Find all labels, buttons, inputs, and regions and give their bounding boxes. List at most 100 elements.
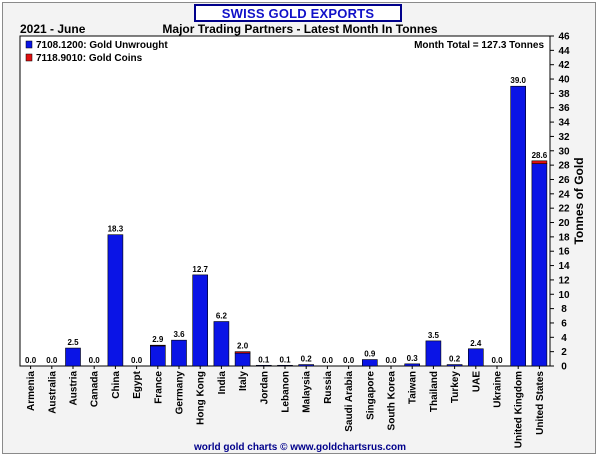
bar-gold-unwrought: [107, 234, 124, 367]
bar-value-label: 0.0: [385, 356, 397, 365]
x-tick-label: Thailand: [429, 371, 440, 412]
chart-title: SWISS GOLD EXPORTS: [194, 4, 402, 22]
bar-value-label: 6.2: [216, 312, 228, 321]
bar-gold-unwrought: [425, 340, 442, 367]
x-tick-label: Saudi Arabia: [344, 371, 355, 432]
y-tick-label: 40: [558, 75, 570, 86]
x-tick-label: Hong Kong: [196, 371, 207, 425]
bar-value-label: 3.5: [428, 331, 440, 340]
bar-gold-coins: [531, 160, 548, 164]
y-tick-label: 46: [558, 32, 570, 43]
legend-swatch: [25, 53, 33, 62]
footer-credit: world gold charts © www.goldchartsrus.co…: [193, 442, 407, 453]
x-tick-label: United States: [535, 371, 546, 435]
x-tick-label: India: [217, 371, 228, 395]
y-axis-title: Tonnes of Gold: [572, 157, 586, 244]
y-tick-label: 14: [558, 261, 570, 272]
bar-gold-unwrought: [255, 364, 272, 367]
bar-gold-unwrought: [234, 352, 251, 367]
bar-gold-unwrought: [277, 364, 293, 367]
bar-value-label: 2.5: [67, 338, 79, 347]
bar-gold-unwrought: [213, 321, 230, 367]
x-tick-label: Turkey: [450, 371, 461, 403]
bar-gold-unwrought: [531, 163, 548, 367]
x-tick-label: Malaysia: [302, 371, 313, 413]
x-tick-label: South Korea: [387, 371, 398, 431]
bar-gold-unwrought: [192, 274, 208, 367]
y-tick-label: 4: [561, 333, 567, 344]
bar-gold-unwrought: [510, 85, 527, 367]
chart-subtitle: Major Trading Partners - Latest Month In…: [162, 22, 438, 36]
y-tick-label: 34: [558, 118, 570, 129]
x-tick-label: Egypt: [132, 370, 143, 398]
y-tick-label: 36: [558, 103, 570, 114]
bar-value-label: 39.0: [510, 76, 526, 85]
y-tick-label: 28: [558, 161, 570, 172]
y-tick-label: 12: [558, 275, 570, 286]
x-tick-label: Australia: [47, 371, 58, 414]
y-tick-label: 16: [558, 247, 570, 258]
y-tick-label: 6: [561, 318, 567, 329]
bar-value-label: 12.7: [192, 265, 208, 274]
y-tick-label: 20: [558, 218, 570, 229]
x-tick-label: France: [153, 371, 164, 404]
y-tick-label: 2: [561, 347, 567, 358]
y-tick-label: 30: [558, 146, 570, 157]
y-tick-label: 32: [558, 132, 570, 143]
x-tick-label: Ukraine: [493, 371, 504, 408]
bar-value-label: 0.9: [364, 350, 376, 359]
bar-value-label: 0.2: [449, 355, 461, 364]
bar-value-label: 0.1: [258, 355, 270, 364]
bar-value-label: 0.0: [131, 356, 143, 365]
bar-value-label: 0.0: [322, 356, 334, 365]
x-tick-label: Jordan: [259, 371, 270, 404]
plot-area: [19, 35, 551, 367]
y-tick-label: 8: [561, 304, 567, 315]
month-total-annotation: Month Total = 127.3 Tonnes: [414, 40, 544, 51]
x-tick-label: United Kingdom: [514, 371, 525, 448]
bar-value-label: 0.0: [25, 356, 37, 365]
y-tick-label: 0: [561, 362, 567, 373]
bar-value-label: 0.0: [89, 356, 101, 365]
bar-gold-unwrought: [446, 364, 463, 367]
bar-gold-unwrought: [298, 364, 315, 367]
y-tick-label: 10: [558, 290, 570, 301]
bar-value-label: 2.9: [152, 335, 164, 344]
y-tick-label: 42: [558, 60, 570, 71]
x-tick-label: Austria: [69, 371, 80, 406]
x-tick-label: Armenia: [26, 371, 37, 411]
bar-value-label: 2.0: [237, 342, 249, 351]
bar-value-label: 3.6: [173, 330, 185, 339]
bar-gold-unwrought: [467, 348, 484, 367]
x-tick-label: Canada: [90, 371, 101, 408]
bar-gold-unwrought: [171, 339, 187, 367]
bar-value-label: 0.0: [343, 356, 355, 365]
bar-gold-coins: [234, 351, 251, 354]
x-tick-label: Germany: [175, 371, 186, 415]
x-tick-label: China: [111, 371, 122, 399]
bar-value-label: 0.3: [407, 354, 419, 363]
bar-gold-unwrought: [65, 347, 81, 367]
bar-gold-unwrought: [404, 363, 421, 367]
legend-label: 7108.1200: Gold Unwrought: [36, 40, 168, 51]
y-tick-label: 18: [558, 232, 570, 243]
x-tick-label: UAE: [471, 371, 482, 392]
bar-value-label: 0.1: [279, 355, 291, 364]
legend-swatch: [25, 40, 33, 49]
x-tick-label: Italy: [238, 371, 249, 391]
y-tick-label: 44: [558, 46, 570, 57]
bar-value-label: 0.0: [491, 356, 503, 365]
y-tick-label: 38: [558, 89, 570, 100]
y-tick-label: 26: [558, 175, 570, 186]
period-label: 2021 - June: [20, 22, 86, 36]
x-tick-label: Russia: [323, 371, 334, 404]
x-tick-label: Singapore: [365, 371, 376, 420]
y-tick-label: 22: [558, 204, 570, 215]
x-tick-label: Taiwan: [408, 371, 419, 404]
legend-box: [21, 37, 181, 64]
bar-value-label: 0.2: [301, 355, 313, 364]
bar-value-label: 2.4: [470, 339, 482, 348]
bar-value-label: 0.0: [46, 356, 58, 365]
bar-value-label: 28.6: [532, 151, 548, 160]
